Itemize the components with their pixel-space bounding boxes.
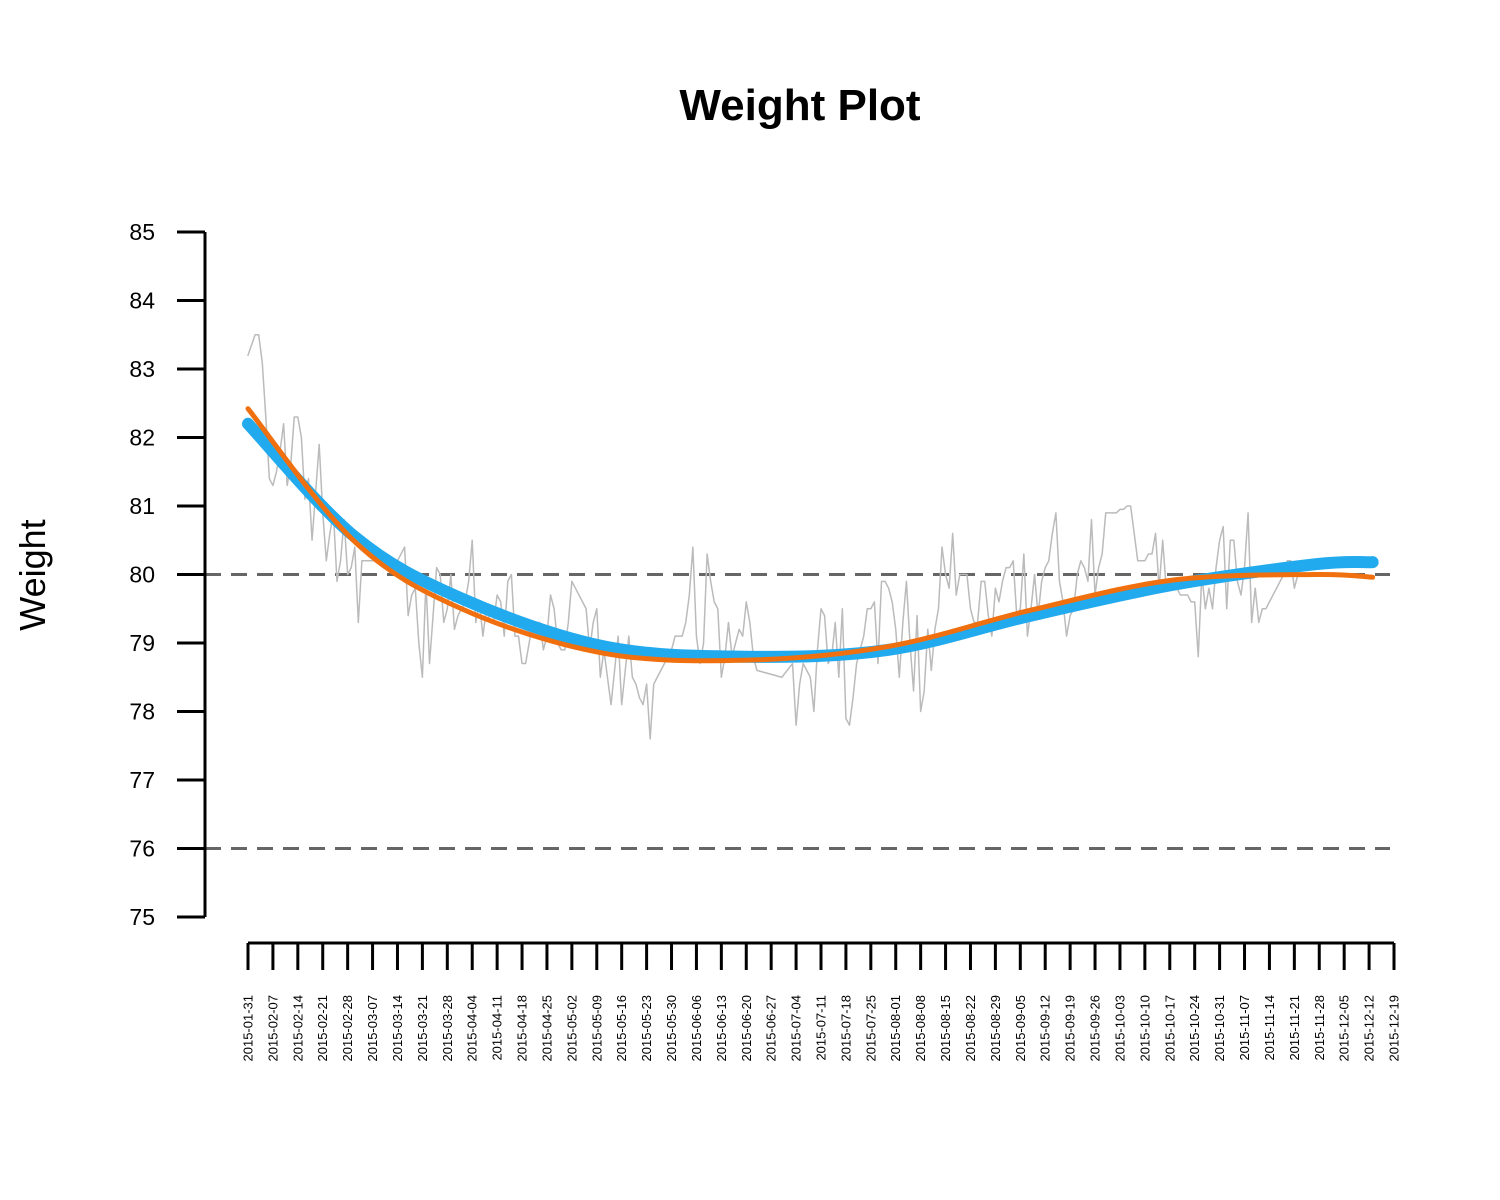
y-tick-label: 75 bbox=[129, 904, 155, 930]
x-tick-label: 2015-05-16 bbox=[614, 995, 629, 1062]
x-tick-label: 2015-12-05 bbox=[1337, 995, 1352, 1062]
x-tick-label: 2015-03-07 bbox=[365, 995, 380, 1062]
x-tick-label: 2015-03-21 bbox=[415, 995, 430, 1062]
x-tick-label: 2015-10-31 bbox=[1212, 995, 1227, 1062]
y-axis: 75 76 77 78 79 80 81 82 83 84 85 bbox=[129, 219, 207, 930]
x-tick-label: 2015-05-23 bbox=[639, 995, 654, 1062]
x-tick-label: 2015-03-14 bbox=[390, 995, 405, 1062]
x-tick-label: 2015-10-10 bbox=[1137, 995, 1152, 1062]
x-tick-label: 2015-06-13 bbox=[714, 995, 729, 1062]
y-tick-label: 76 bbox=[129, 836, 155, 862]
x-tick-label: 2015-02-07 bbox=[265, 995, 280, 1062]
trend-blue-line bbox=[242, 417, 1379, 663]
x-tick-label: 2015-07-11 bbox=[814, 995, 829, 1061]
x-tick-label: 2015-08-01 bbox=[888, 995, 903, 1062]
x-tick-label: 2015-06-20 bbox=[739, 995, 754, 1062]
x-tick-label: 2015-08-22 bbox=[963, 995, 978, 1062]
y-tick-label: 79 bbox=[129, 630, 155, 656]
x-tick-label: 2015-11-28 bbox=[1312, 995, 1327, 1061]
x-tick-label: 2015-07-25 bbox=[863, 995, 878, 1062]
x-tick-label: 2015-06-27 bbox=[764, 995, 779, 1062]
x-tick-label: 2015-11-14 bbox=[1262, 995, 1277, 1061]
x-tick-label: 2015-11-21 bbox=[1287, 995, 1302, 1061]
x-tick-label: 2015-05-02 bbox=[564, 995, 579, 1062]
x-tick-label: 2015-10-17 bbox=[1162, 995, 1177, 1062]
x-tick-label: 2015-03-28 bbox=[440, 995, 455, 1062]
x-tick-label: 2015-04-04 bbox=[465, 995, 480, 1062]
y-tick-label: 81 bbox=[129, 493, 155, 519]
y-tick-label: 77 bbox=[129, 767, 155, 793]
y-axis-label: Weight bbox=[12, 519, 53, 630]
trend-orange-line bbox=[245, 406, 1376, 664]
y-tick-label: 85 bbox=[129, 219, 155, 245]
y-tick-label: 78 bbox=[129, 699, 155, 725]
x-tick-label: 2015-05-09 bbox=[589, 995, 604, 1062]
x-tick-label: 2015-10-03 bbox=[1112, 995, 1127, 1062]
x-axis: 2015-01-31 2015-02-07 2015-02-14 2015-02-21… bbox=[241, 941, 1402, 1062]
x-tick-label: 2015-11-07 bbox=[1237, 995, 1252, 1061]
x-tick-label: 2015-04-25 bbox=[539, 995, 554, 1062]
x-tick-label: 2015-09-05 bbox=[1013, 995, 1028, 1062]
x-tick-label: 2015-08-08 bbox=[913, 995, 928, 1062]
x-tick-label: 2015-05-30 bbox=[664, 995, 679, 1062]
y-tick-label: 82 bbox=[129, 425, 155, 451]
x-tick-label: 2015-08-15 bbox=[938, 995, 953, 1062]
x-tick-label: 2015-10-24 bbox=[1187, 995, 1202, 1062]
x-tick-label: 2015-09-12 bbox=[1038, 995, 1053, 1062]
x-tick-label: 2015-04-18 bbox=[515, 995, 530, 1062]
x-tick-label: 2015-02-21 bbox=[315, 995, 330, 1062]
x-tick-label: 2015-04-11 bbox=[490, 995, 505, 1061]
x-tick-label: 2015-09-26 bbox=[1088, 995, 1103, 1062]
x-tick-label: 2015-07-04 bbox=[789, 995, 804, 1062]
x-tick-label: 2015-07-18 bbox=[838, 995, 853, 1062]
chart-title: Weight Plot bbox=[679, 81, 921, 130]
y-tick-label: 83 bbox=[129, 356, 155, 382]
x-tick-label: 2015-02-14 bbox=[290, 995, 305, 1062]
y-tick-label: 84 bbox=[129, 288, 155, 314]
x-tick-label: 2015-12-19 bbox=[1387, 995, 1402, 1062]
data-series bbox=[242, 334, 1379, 740]
x-tick-label: 2015-01-31 bbox=[241, 995, 256, 1062]
x-tick-label: 2015-09-19 bbox=[1063, 995, 1078, 1062]
x-tick-label: 2015-06-06 bbox=[689, 995, 704, 1062]
y-tick-label: 80 bbox=[129, 562, 155, 588]
x-tick-label: 2015-02-28 bbox=[340, 995, 355, 1062]
x-tick-label: 2015-08-29 bbox=[988, 995, 1003, 1062]
daily-weight-line bbox=[247, 334, 1299, 740]
x-tick-label: 2015-12-12 bbox=[1362, 995, 1377, 1062]
